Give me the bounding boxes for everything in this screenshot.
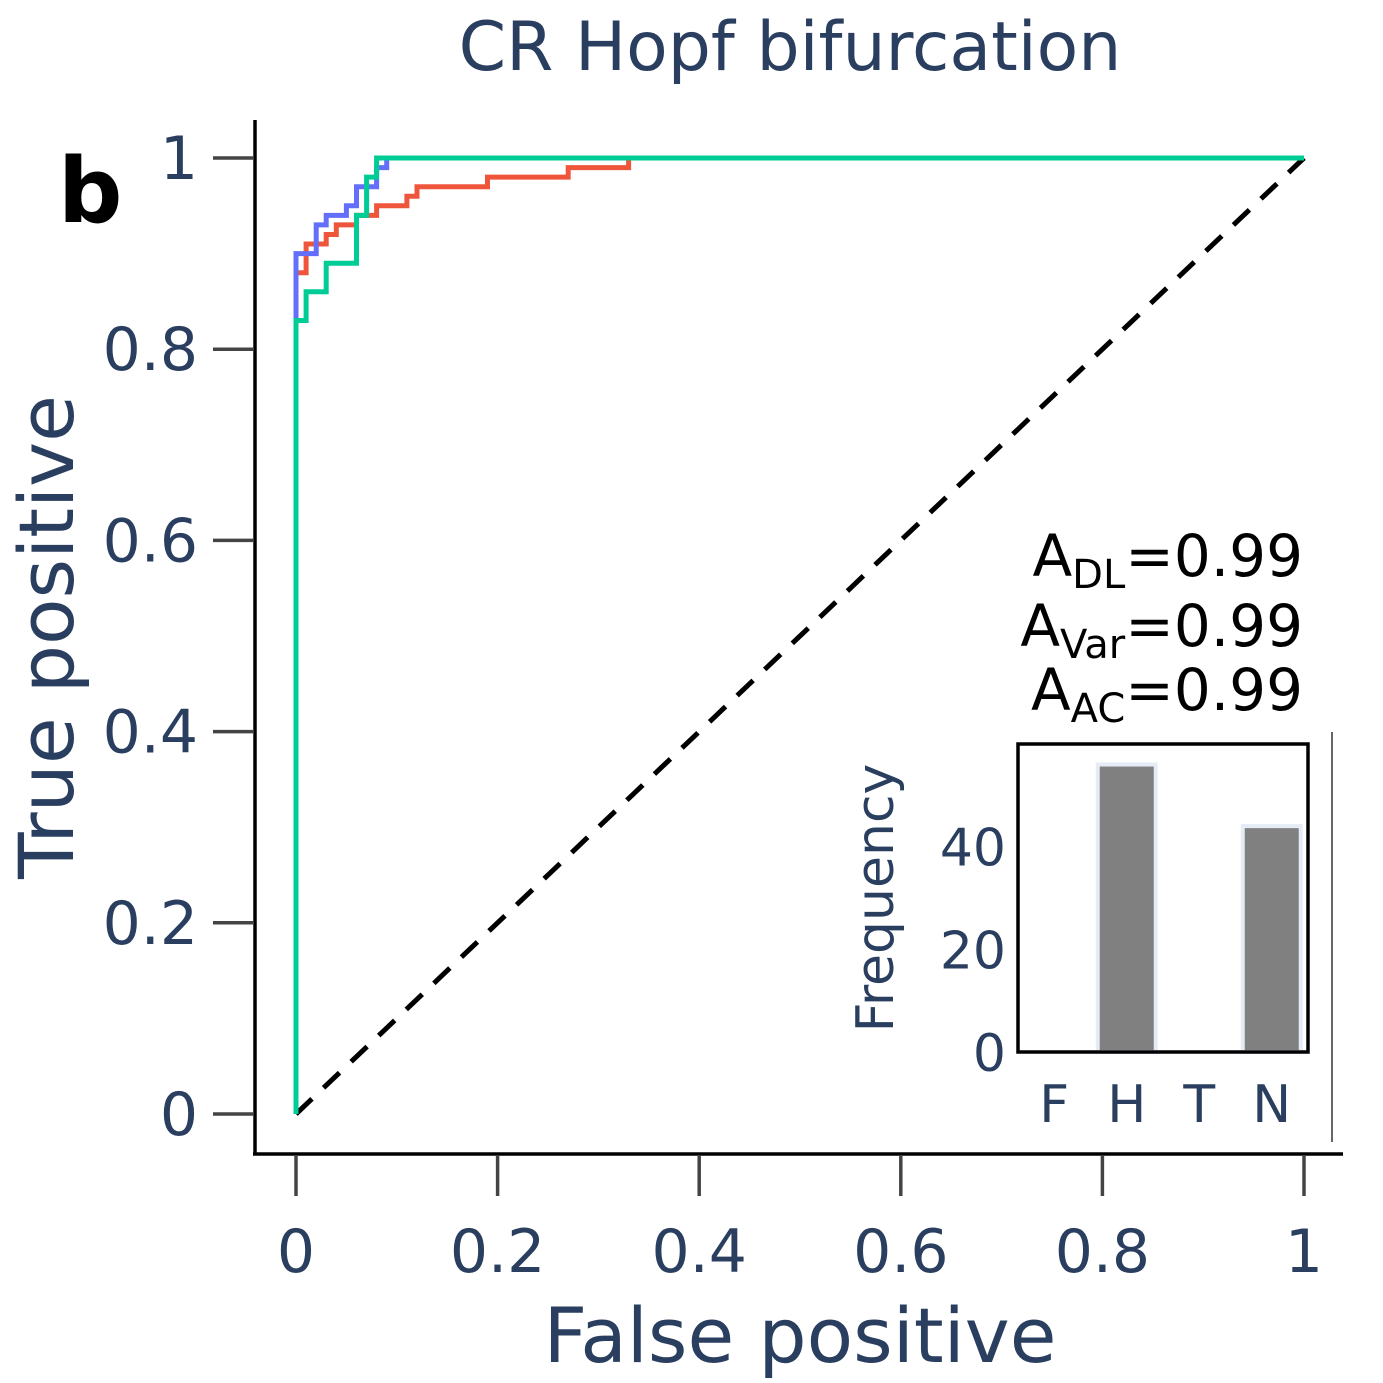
inset-x-tick-label: N — [1252, 1075, 1291, 1135]
x-tick-label: 1 — [1285, 1217, 1323, 1287]
auc-dl-main: A — [1032, 522, 1072, 590]
inset-x-tick-label: H — [1107, 1075, 1146, 1135]
inset-y-tick-label: 0 — [973, 1024, 1006, 1084]
x-tick-label: 0.4 — [651, 1217, 746, 1287]
auc-dl-value: =0.99 — [1125, 522, 1303, 590]
y-tick-label: 0 — [160, 1080, 198, 1150]
auc-var-main: A — [1020, 592, 1060, 660]
auc-var-value: =0.99 — [1125, 592, 1303, 660]
panel-label: b — [58, 139, 122, 244]
y-tick-label: 0.2 — [103, 889, 198, 959]
y-tick-label: 1 — [160, 124, 198, 194]
inset-x-tick-label: F — [1039, 1075, 1069, 1135]
y-tick-label: 0.4 — [103, 698, 198, 768]
auc-dl-sub: DL — [1072, 552, 1126, 598]
x-tick-label: 0.2 — [450, 1217, 545, 1287]
roc-curve-1 — [293, 155, 1304, 1114]
roc-curve-2 — [293, 155, 1304, 1114]
inset-bar-H — [1095, 762, 1158, 1054]
auc-ac-main: A — [1031, 656, 1071, 724]
y-tick-label: 0.8 — [103, 315, 198, 385]
x-ticks: 0 0.2 0.4 0.6 0.8 1 — [277, 1156, 1323, 1287]
auc-var-sub: Var — [1060, 622, 1126, 668]
inset-y-tick-label: 40 — [940, 819, 1006, 879]
inset-bars — [1095, 762, 1303, 1055]
inset-y-ticks: 0 20 40 — [940, 819, 1006, 1084]
x-tick-label: 0.8 — [1055, 1217, 1150, 1287]
auc-dl: ADL=0.99 — [1032, 522, 1303, 598]
x-tick-label: 0 — [277, 1217, 315, 1287]
inset-frame — [1016, 742, 1310, 1054]
inset-y-axis-label: Frequency — [846, 764, 906, 1033]
inset-y-tick-label: 20 — [940, 921, 1006, 981]
inset-bar-N — [1240, 824, 1303, 1055]
auc-ac-sub: AC — [1071, 686, 1126, 732]
auc-ac-value: =0.99 — [1125, 656, 1303, 724]
main-axes — [253, 120, 1343, 1156]
diagonal-layer — [294, 156, 1306, 1116]
x-tick-label: 0.6 — [853, 1217, 948, 1287]
y-ticks: 0 0.2 0.4 0.6 0.8 1 — [103, 124, 253, 1150]
auc-annotations: ADL=0.99 AVar=0.99 AAC=0.99 — [1020, 522, 1303, 732]
roc-curve-3 — [293, 155, 1304, 1114]
y-axis-label: True positive — [2, 395, 91, 880]
auc-ac: AAC=0.99 — [1031, 656, 1303, 732]
y-tick-label: 0.6 — [103, 506, 198, 576]
chart-title: CR Hopf bifurcation — [459, 8, 1122, 87]
x-axis-label: False positive — [543, 1291, 1056, 1380]
auc-var: AVar=0.99 — [1020, 592, 1303, 668]
roc-layer — [293, 155, 1304, 1114]
inset-x-tick-label: T — [1182, 1075, 1215, 1135]
chance-diagonal — [294, 156, 1306, 1116]
